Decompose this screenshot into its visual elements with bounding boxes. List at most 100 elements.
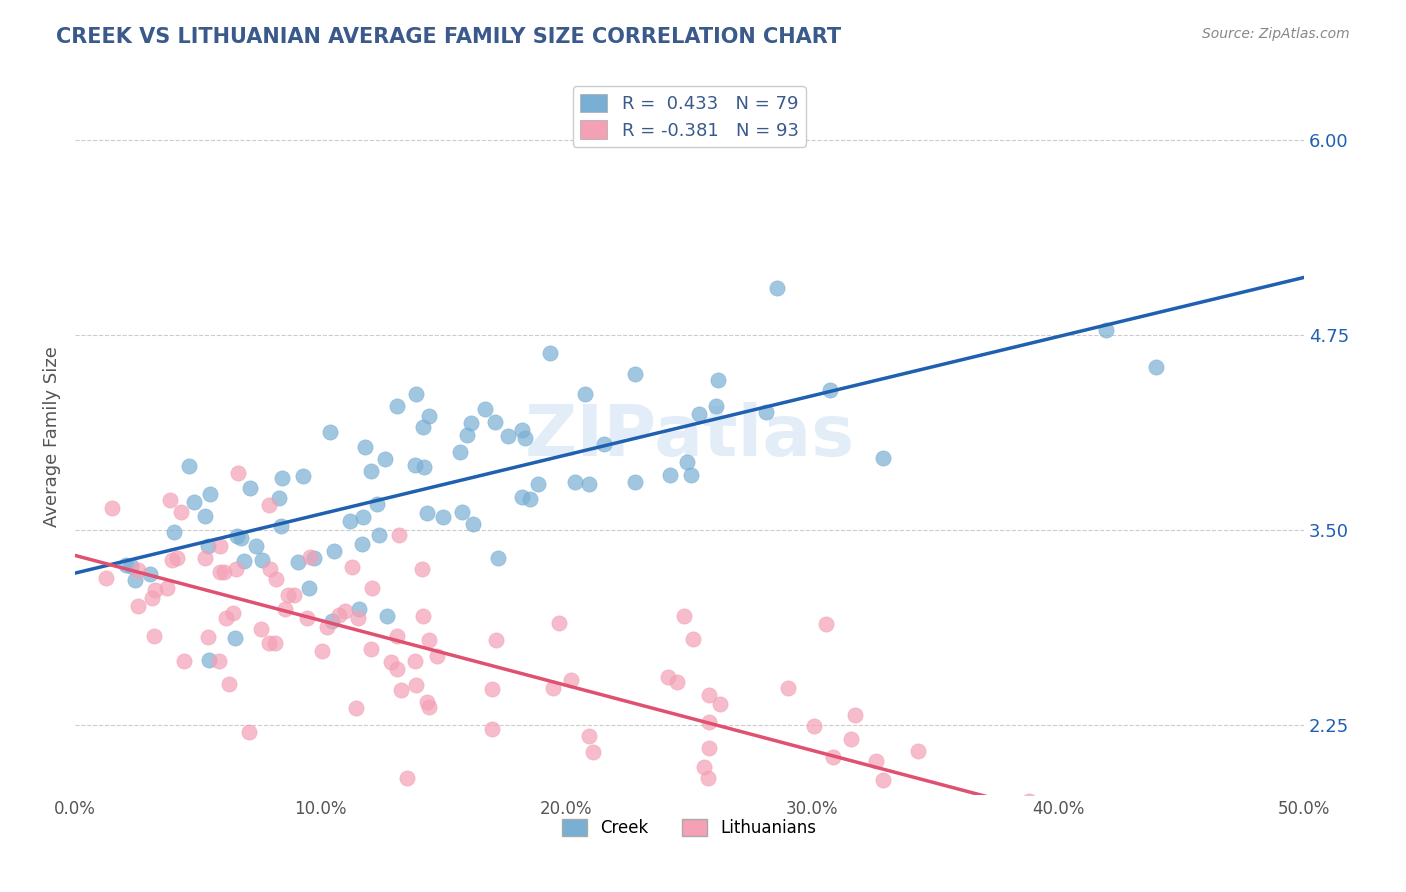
- Point: [360, 642, 382, 657]
- Point: [697, 771, 720, 785]
- Point: [865, 754, 887, 768]
- Point: [624, 475, 647, 489]
- Text: CREEK VS LITHUANIAN AVERAGE FAMILY SIZE CORRELATION CHART: CREEK VS LITHUANIAN AVERAGE FAMILY SIZE …: [56, 27, 841, 46]
- Point: [755, 405, 778, 419]
- Point: [672, 608, 695, 623]
- Point: [229, 531, 252, 545]
- Point: [208, 654, 231, 668]
- Point: [907, 743, 929, 757]
- Point: [821, 749, 844, 764]
- Point: [340, 559, 363, 574]
- Point: [460, 416, 482, 430]
- Point: [560, 673, 582, 687]
- Point: [418, 633, 440, 648]
- Point: [239, 481, 262, 495]
- Point: [238, 724, 260, 739]
- Point: [405, 387, 427, 401]
- Point: [141, 591, 163, 605]
- Point: [198, 653, 221, 667]
- Point: [361, 581, 384, 595]
- Point: [267, 491, 290, 505]
- Point: [257, 636, 280, 650]
- Point: [360, 464, 382, 478]
- Point: [156, 582, 179, 596]
- Point: [697, 741, 720, 756]
- Point: [179, 458, 201, 473]
- Point: [904, 835, 927, 849]
- Point: [335, 604, 357, 618]
- Point: [274, 601, 297, 615]
- Point: [418, 699, 440, 714]
- Point: [418, 409, 440, 424]
- Point: [510, 423, 533, 437]
- Point: [316, 620, 339, 634]
- Text: Source: ZipAtlas.com: Source: ZipAtlas.com: [1202, 27, 1350, 41]
- Point: [101, 501, 124, 516]
- Point: [259, 562, 281, 576]
- Point: [127, 599, 149, 613]
- Point: [449, 445, 471, 459]
- Point: [124, 573, 146, 587]
- Point: [250, 553, 273, 567]
- Point: [416, 695, 439, 709]
- Point: [474, 401, 496, 416]
- Point: [510, 490, 533, 504]
- Point: [853, 822, 876, 836]
- Point: [183, 494, 205, 508]
- Point: [298, 582, 321, 596]
- Point: [486, 550, 509, 565]
- Point: [541, 681, 564, 695]
- Point: [222, 607, 245, 621]
- Point: [226, 467, 249, 481]
- Point: [170, 505, 193, 519]
- Point: [412, 420, 434, 434]
- Point: [94, 571, 117, 585]
- Point: [578, 477, 600, 491]
- Point: [693, 760, 716, 774]
- Point: [624, 367, 647, 381]
- Point: [218, 677, 240, 691]
- Point: [515, 431, 537, 445]
- Point: [548, 615, 571, 630]
- Point: [704, 399, 727, 413]
- Point: [1018, 794, 1040, 808]
- Point: [675, 455, 697, 469]
- Point: [385, 662, 408, 676]
- Point: [578, 729, 600, 743]
- Point: [815, 616, 838, 631]
- Point: [404, 655, 426, 669]
- Point: [209, 565, 232, 579]
- Point: [120, 559, 142, 574]
- Point: [416, 506, 439, 520]
- Point: [950, 806, 973, 821]
- Point: [257, 498, 280, 512]
- Point: [405, 678, 427, 692]
- Point: [987, 815, 1010, 830]
- Point: [194, 509, 217, 524]
- Point: [389, 683, 412, 698]
- Point: [839, 731, 862, 746]
- Point: [319, 425, 342, 440]
- Point: [321, 615, 343, 629]
- Point: [328, 607, 350, 622]
- Point: [215, 610, 238, 624]
- Point: [463, 516, 485, 531]
- Point: [709, 697, 731, 711]
- Point: [765, 281, 787, 295]
- Point: [271, 471, 294, 485]
- Point: [844, 708, 866, 723]
- Point: [404, 458, 426, 473]
- Point: [666, 674, 689, 689]
- Point: [761, 843, 783, 857]
- Point: [481, 682, 503, 697]
- Point: [160, 553, 183, 567]
- Point: [413, 459, 436, 474]
- Point: [214, 565, 236, 579]
- Point: [682, 632, 704, 646]
- Point: [451, 505, 474, 519]
- Point: [208, 539, 231, 553]
- Point: [287, 555, 309, 569]
- Point: [688, 407, 710, 421]
- Point: [354, 440, 377, 454]
- Point: [311, 644, 333, 658]
